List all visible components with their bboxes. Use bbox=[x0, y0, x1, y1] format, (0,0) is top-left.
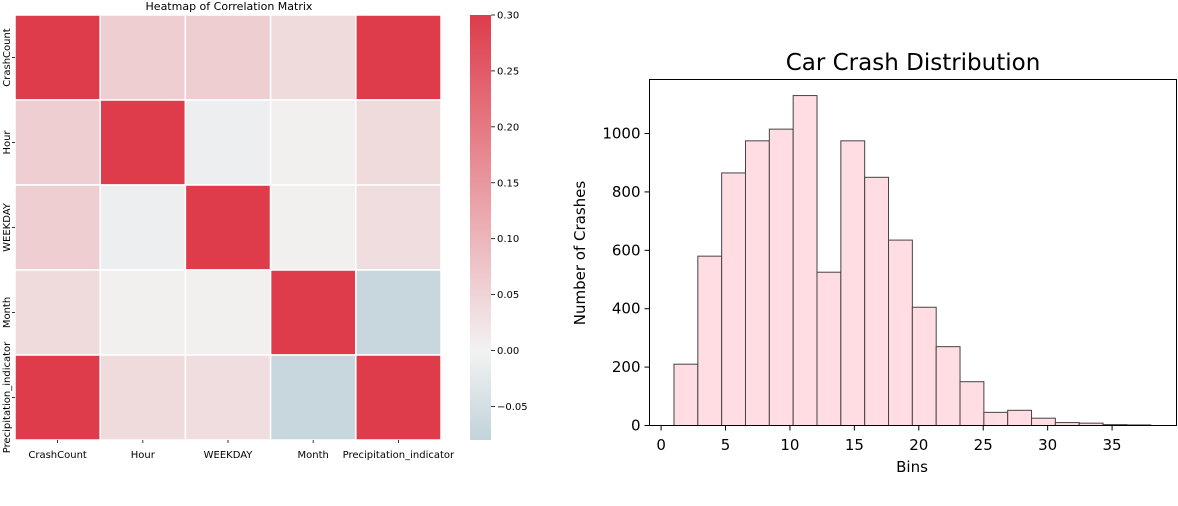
colorbar-ticks: −0.05 0.00 0.05 0.10 0.15 0.20 0.25 0.30 bbox=[491, 11, 528, 413]
heatmap-cell bbox=[99, 184, 187, 271]
histogram-bar bbox=[792, 95, 818, 426]
histogram-bar bbox=[673, 363, 699, 426]
colorbar-tick-label: 0.25 bbox=[497, 66, 519, 77]
heatmap-cell bbox=[99, 269, 187, 356]
histogram-bar bbox=[935, 346, 961, 426]
heatmap-cell bbox=[184, 354, 272, 441]
colorbar-tick-label: 0.30 bbox=[497, 11, 519, 22]
histogram-bar bbox=[840, 140, 866, 426]
heatmap-x-label: WEEKDAY bbox=[204, 450, 254, 461]
histogram-x-tick-label: 0 bbox=[656, 436, 666, 454]
histogram-x-tick-label: 10 bbox=[780, 436, 799, 454]
heatmap-cell bbox=[269, 269, 357, 356]
histogram-bar bbox=[816, 271, 842, 426]
heatmap-cell bbox=[14, 99, 101, 186]
histogram-x-ticks: 0 5 10 15 20 25 30 35 bbox=[656, 425, 1122, 454]
heatmap-y-label: Precipitation_indicator bbox=[2, 341, 13, 453]
heatmap-cell bbox=[14, 14, 101, 101]
histogram-bars bbox=[673, 95, 1152, 427]
histogram-bar bbox=[983, 411, 1009, 426]
colorbar-tick-label: −0.05 bbox=[497, 402, 528, 413]
histogram-bar bbox=[1031, 417, 1056, 426]
histogram-plot-frame bbox=[649, 79, 1177, 426]
heatmap-y-label: WEEKDAY bbox=[2, 202, 13, 252]
heatmap-cell bbox=[99, 14, 187, 101]
heatmap-y-labels: CrashCount Hour WEEKDAY Month Precipitation_… bbox=[2, 28, 15, 453]
histogram-x-tick-label: 5 bbox=[721, 436, 731, 454]
heatmap-cell bbox=[14, 354, 101, 441]
heatmap-cell bbox=[184, 99, 272, 186]
histogram-x-tick-label: 30 bbox=[1038, 436, 1057, 454]
colorbar-gradient bbox=[470, 15, 491, 440]
histogram-y-tick-label: 0 bbox=[631, 417, 641, 435]
histogram-bar bbox=[697, 255, 723, 426]
heatmap-cell bbox=[355, 99, 442, 186]
heatmap-y-label: Hour bbox=[2, 130, 13, 155]
heatmap-x-labels: CrashCount Hour WEEKDAY Month Precipitation_… bbox=[28, 440, 455, 461]
heatmap-x-label: Precipitation_indicator bbox=[343, 450, 455, 461]
heatmap-cell bbox=[269, 184, 357, 271]
heatmap-cell bbox=[269, 99, 357, 186]
heatmap-y-label: CrashCount bbox=[2, 28, 13, 87]
histogram-y-tick-label: 800 bbox=[612, 183, 641, 201]
heatmap-cell bbox=[355, 269, 442, 356]
heatmap-title: Heatmap of Correlation Matrix bbox=[146, 0, 313, 13]
histogram-y-tick-label: 200 bbox=[612, 358, 641, 376]
heatmap-cell bbox=[14, 269, 101, 356]
colorbar-tick-label: 0.10 bbox=[497, 234, 519, 245]
histogram-bar bbox=[1007, 409, 1033, 426]
heatmap-cell bbox=[355, 184, 442, 271]
colorbar-tick-label: 0.15 bbox=[497, 178, 519, 189]
heatmap-chart: Heatmap of Correlation Matrix CrashCount… bbox=[2, 0, 528, 461]
heatmap-x-label: CrashCount bbox=[28, 450, 87, 461]
histogram-x-tick-label: 15 bbox=[845, 436, 864, 454]
heatmap-cell bbox=[355, 14, 442, 101]
heatmap-y-label: Month bbox=[2, 297, 13, 328]
histogram-x-tick-label: 25 bbox=[974, 436, 993, 454]
histogram-y-ticks: 0 200 400 600 800 1000 bbox=[602, 125, 650, 435]
histogram-x-tick-label: 20 bbox=[909, 436, 928, 454]
colorbar-tick-label: 0.00 bbox=[497, 346, 519, 357]
histogram-x-label: Bins bbox=[896, 458, 928, 476]
histogram-bar bbox=[911, 306, 937, 426]
histogram-y-tick-label: 600 bbox=[612, 241, 641, 259]
heatmap-cell bbox=[184, 184, 272, 271]
histogram-chart: Car Crash Distribution 0 5 10 15 20 25 30 35 0 2… bbox=[571, 50, 1177, 476]
histogram-title: Car Crash Distribution bbox=[786, 50, 1041, 76]
histogram-bar bbox=[888, 239, 913, 426]
histogram-bar bbox=[744, 140, 770, 426]
colorbar-tick-label: 0.20 bbox=[497, 122, 519, 133]
heatmap-cell bbox=[99, 354, 187, 441]
histogram-bar bbox=[721, 172, 746, 426]
heatmap-x-label: Hour bbox=[131, 450, 156, 461]
heatmap-cell bbox=[14, 184, 101, 271]
heatmap-cell bbox=[99, 99, 187, 186]
histogram-bar bbox=[768, 128, 794, 426]
histogram-bar bbox=[864, 176, 890, 426]
histogram-y-tick-label: 400 bbox=[612, 300, 641, 318]
heatmap-cells bbox=[14, 14, 442, 441]
heatmap-cell bbox=[269, 354, 357, 441]
colorbar: −0.05 0.00 0.05 0.10 0.15 0.20 0.25 0.30 bbox=[470, 11, 528, 440]
heatmap-cell bbox=[184, 269, 272, 356]
heatmap-cell bbox=[269, 14, 357, 101]
histogram-x-tick-label: 35 bbox=[1103, 436, 1122, 454]
heatmap-x-label: Month bbox=[298, 450, 329, 461]
heatmap-cell bbox=[184, 14, 272, 101]
histogram-y-tick-label: 1000 bbox=[602, 125, 640, 143]
heatmap-cell bbox=[355, 354, 442, 441]
colorbar-tick-label: 0.05 bbox=[497, 290, 519, 301]
histogram-y-label: Number of Crashes bbox=[571, 181, 589, 326]
histogram-bar bbox=[959, 381, 985, 427]
